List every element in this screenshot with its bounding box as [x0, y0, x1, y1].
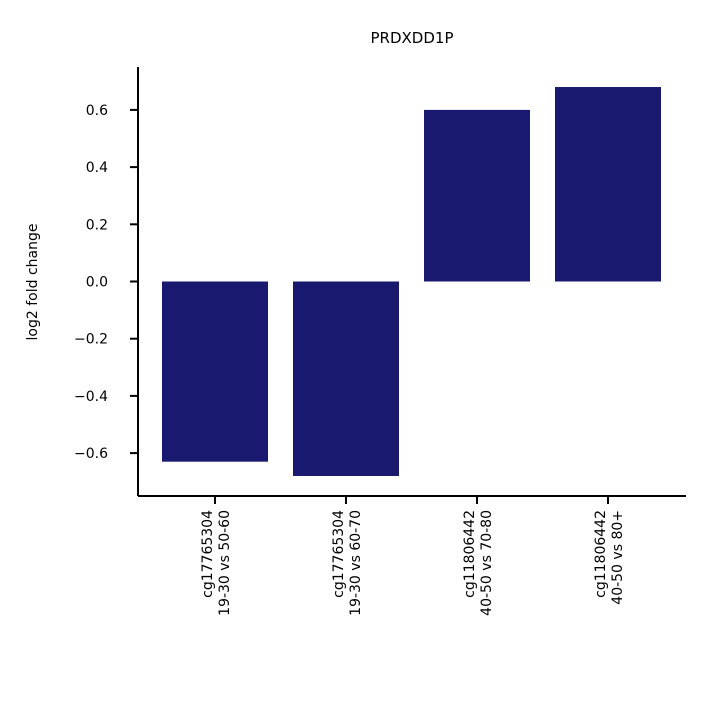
y-tick-label: 0.2	[86, 217, 108, 233]
x-tick-label-line: 19-30 vs 60-70	[348, 510, 364, 616]
y-tick-label: −0.6	[74, 446, 108, 462]
bar-4	[555, 87, 661, 282]
y-tick-label: −0.2	[74, 332, 108, 348]
x-tick-label-2: cg17765304 19-30 vs 60-70	[331, 510, 364, 616]
y-tick-label: 0.0	[86, 275, 108, 291]
chart-title: PRDXDD1P	[371, 29, 454, 47]
y-tick-label: −0.4	[74, 389, 108, 405]
x-tick-label-line: cg11806442	[462, 510, 478, 598]
x-tick-label-line: 19-30 vs 50-60	[217, 510, 233, 616]
y-tick-label: 0.6	[86, 103, 108, 119]
bar-3	[424, 109, 530, 282]
x-tick-label-line: 40-50 vs 80+	[610, 510, 626, 605]
x-tick-label-line: cg17765304	[200, 510, 216, 598]
bars-group	[162, 87, 661, 476]
y-axis-ticks: −0.6 −0.4 −0.2 0.0 0.2 0.4 0.6	[74, 103, 138, 462]
bar-1	[162, 281, 268, 462]
y-axis-label: log2 fold change	[25, 224, 41, 341]
x-tick-label-1: cg17765304 19-30 vs 50-60	[200, 510, 233, 616]
x-tick-label-3: cg11806442 40-50 vs 70-80	[462, 510, 495, 616]
x-axis-ticks: cg17765304 19-30 vs 50-60 cg17765304 19-30 …	[200, 496, 626, 616]
y-tick-label: 0.4	[86, 160, 108, 176]
x-tick-label-4: cg11806442 40-50 vs 80+	[593, 510, 626, 605]
x-tick-label-line: cg17765304	[331, 510, 347, 598]
x-tick-label-line: 40-50 vs 70-80	[479, 510, 495, 616]
bar-2	[293, 281, 399, 476]
x-tick-label-line: cg11806442	[593, 510, 609, 598]
